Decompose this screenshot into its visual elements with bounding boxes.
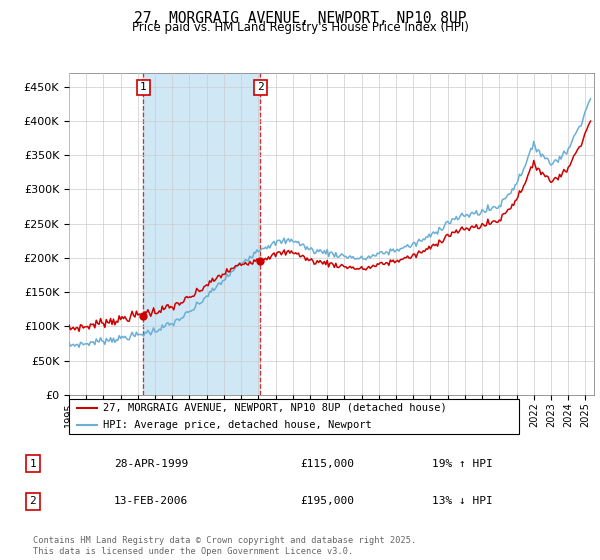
Text: 28-APR-1999: 28-APR-1999 [114, 459, 188, 469]
Text: 13% ↓ HPI: 13% ↓ HPI [432, 496, 493, 506]
Text: 27, MORGRAIG AVENUE, NEWPORT, NP10 8UP (detached house): 27, MORGRAIG AVENUE, NEWPORT, NP10 8UP (… [103, 403, 446, 413]
Text: HPI: Average price, detached house, Newport: HPI: Average price, detached house, Newp… [103, 421, 371, 430]
Text: 1: 1 [140, 82, 147, 92]
Bar [143, 73, 260, 395]
FancyBboxPatch shape [69, 399, 519, 434]
Text: Price paid vs. HM Land Registry's House Price Index (HPI): Price paid vs. HM Land Registry's House … [131, 21, 469, 34]
Text: £115,000: £115,000 [300, 459, 354, 469]
Text: 1: 1 [29, 459, 37, 469]
Text: 2: 2 [257, 82, 264, 92]
Text: 27, MORGRAIG AVENUE, NEWPORT, NP10 8UP: 27, MORGRAIG AVENUE, NEWPORT, NP10 8UP [134, 11, 466, 26]
Text: £195,000: £195,000 [300, 496, 354, 506]
Text: 19% ↑ HPI: 19% ↑ HPI [432, 459, 493, 469]
Text: 2: 2 [29, 496, 37, 506]
Text: 13-FEB-2006: 13-FEB-2006 [114, 496, 188, 506]
Text: Contains HM Land Registry data © Crown copyright and database right 2025.
This d: Contains HM Land Registry data © Crown c… [33, 536, 416, 556]
